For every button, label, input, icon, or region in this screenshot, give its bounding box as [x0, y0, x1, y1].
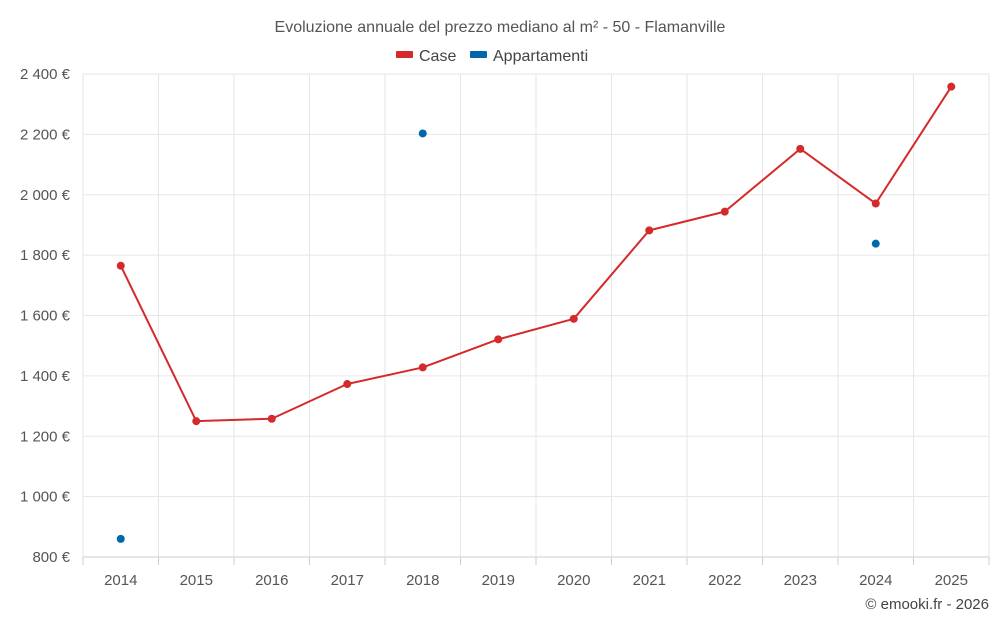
x-tick-label: 2025: [935, 572, 968, 589]
series: [116, 82, 956, 543]
chart-title: Evoluzione annuale del prezzo mediano al…: [275, 19, 726, 36]
x-tick-label: 2023: [784, 572, 817, 589]
y-tick-label: 2 000 €: [20, 187, 71, 204]
grid: [82, 73, 990, 565]
legend-item-case[interactable]: Case: [396, 48, 456, 65]
data-point-case[interactable]: [192, 417, 201, 426]
data-point-appartamenti[interactable]: [418, 129, 427, 138]
series-case: [116, 82, 956, 426]
credit-text: © emooki.fr - 2026: [865, 596, 989, 613]
y-tick-label: 1 400 €: [20, 368, 71, 385]
x-tick-label: 2017: [331, 572, 364, 589]
legend-item-appartamenti[interactable]: Appartamenti: [470, 48, 588, 65]
data-point-case[interactable]: [947, 82, 956, 91]
data-point-case[interactable]: [494, 335, 503, 344]
data-point-case[interactable]: [418, 363, 427, 372]
series-appartamenti: [116, 129, 880, 543]
y-tick-label: 2 400 €: [20, 66, 71, 83]
x-axis-ticks: 2014 2015 2016 2017 2018 2019 2020 2021 2022 2023…: [104, 572, 968, 589]
data-point-case[interactable]: [267, 414, 276, 423]
y-tick-label: 1 200 €: [20, 428, 71, 445]
legend-swatch-appartamenti: [470, 51, 487, 58]
x-tick-label: 2021: [633, 572, 666, 589]
y-tick-label: 1 800 €: [20, 247, 71, 264]
x-tick-label: 2024: [859, 572, 892, 589]
data-point-case[interactable]: [796, 144, 805, 153]
x-tick-label: 2022: [708, 572, 741, 589]
legend-swatch-case: [396, 51, 413, 58]
y-tick-label: 1 600 €: [20, 308, 71, 325]
legend-label-case: Case: [419, 48, 456, 65]
x-tick-label: 2015: [180, 572, 213, 589]
data-point-case[interactable]: [343, 380, 352, 389]
y-tick-label: 1 000 €: [20, 489, 71, 506]
y-tick-label: 2 200 €: [20, 126, 71, 143]
data-point-case[interactable]: [871, 199, 880, 208]
legend: Case Appartamenti: [396, 48, 588, 65]
data-point-case[interactable]: [720, 207, 729, 216]
x-tick-label: 2016: [255, 572, 288, 589]
y-axis-ticks: 800 € 1 000 € 1 200 € 1 400 € 1 600 € 1 800 €…: [20, 66, 71, 566]
data-point-case[interactable]: [645, 226, 654, 235]
legend-label-appartamenti: Appartamenti: [493, 48, 588, 65]
series-line-case: [119, 86, 953, 423]
x-tick-label: 2020: [557, 572, 590, 589]
x-tick-label: 2014: [104, 572, 137, 589]
data-point-appartamenti[interactable]: [871, 239, 880, 248]
data-point-case[interactable]: [569, 314, 578, 323]
data-point-appartamenti[interactable]: [116, 534, 125, 543]
y-tick-label: 800 €: [32, 549, 70, 566]
data-point-case[interactable]: [116, 261, 125, 270]
x-tick-label: 2019: [482, 572, 515, 589]
x-tick-label: 2018: [406, 572, 439, 589]
